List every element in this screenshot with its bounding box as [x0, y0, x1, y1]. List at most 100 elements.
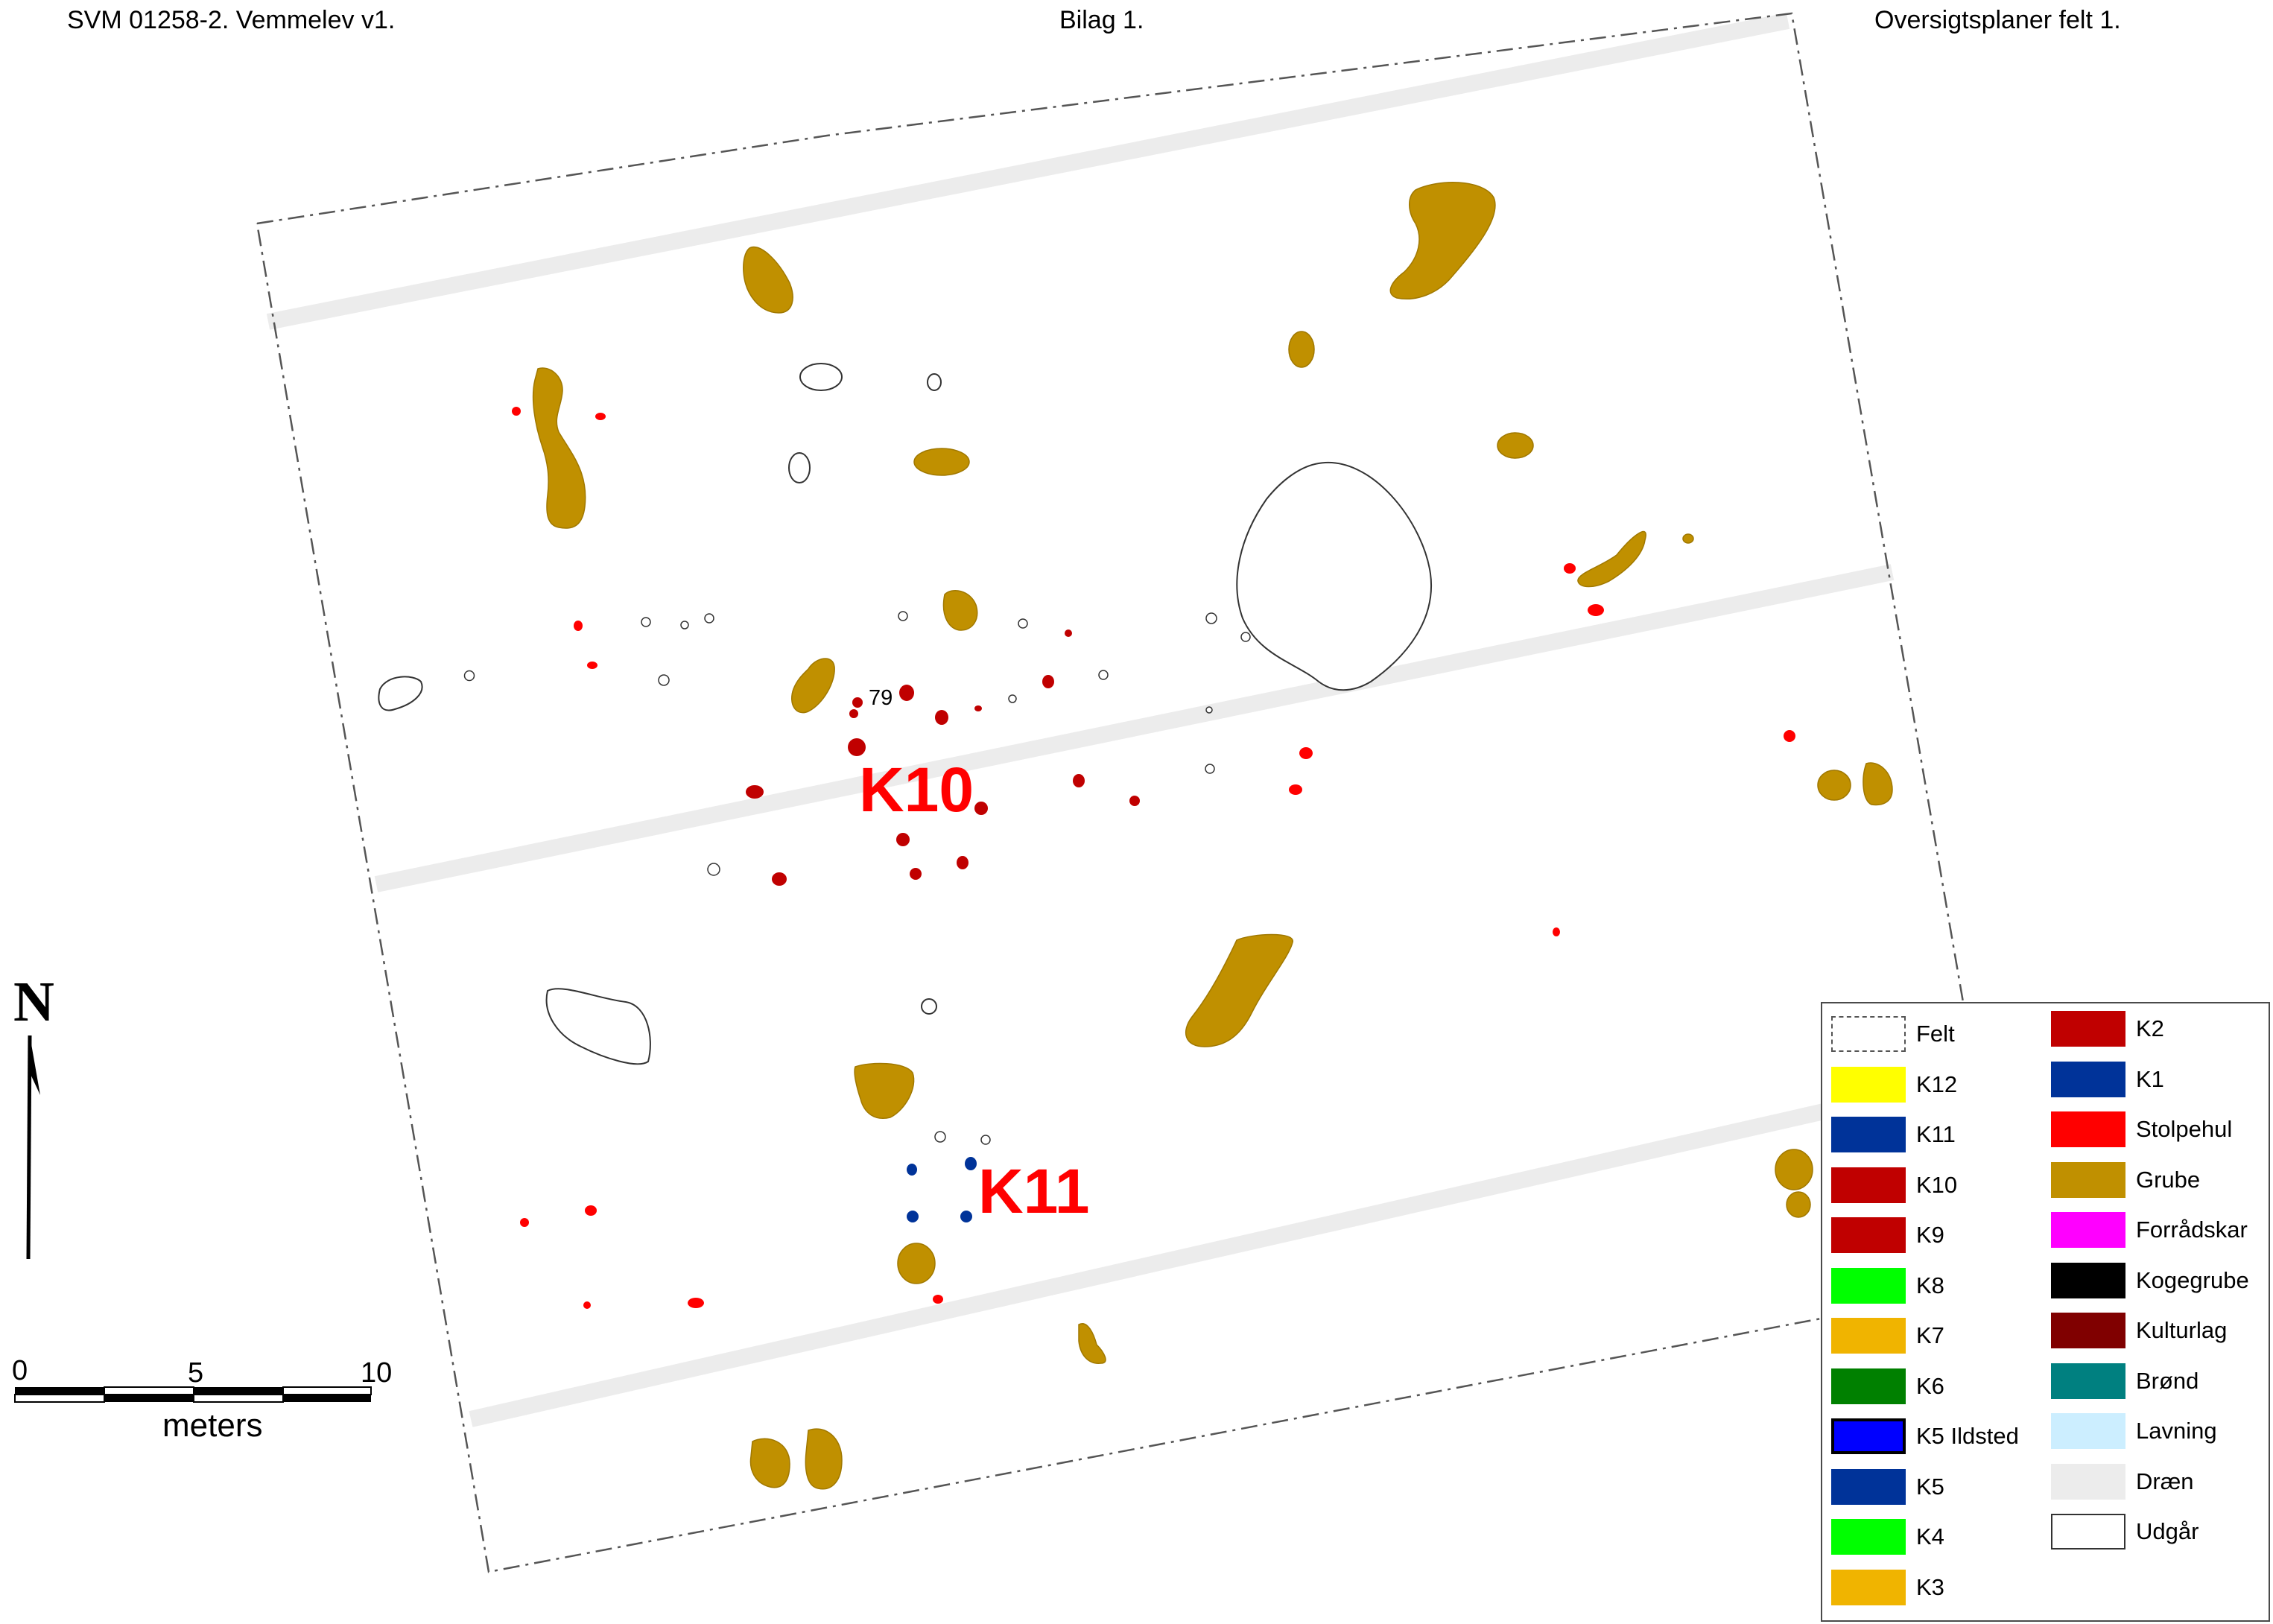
small-circle — [707, 863, 720, 876]
pit-19 — [749, 1438, 790, 1488]
stolpehul-posts — [512, 407, 1795, 1309]
pit-17 — [1775, 1149, 1813, 1190]
legend-swatch — [1831, 1468, 1906, 1505]
pit-5 — [532, 367, 586, 529]
k10-post — [899, 685, 914, 701]
legend-label: K4 — [1916, 1523, 1944, 1550]
scale-unit: meters — [162, 1407, 262, 1444]
legend-item-k11: K11 — [1831, 1115, 1956, 1154]
scale-tick-0: 0 — [12, 1355, 28, 1386]
legend-label: K11 — [1916, 1121, 1956, 1147]
legend-swatch — [1831, 1368, 1906, 1404]
k10-post — [772, 872, 787, 886]
legend-label: K12 — [1916, 1070, 1958, 1097]
k10-post — [935, 710, 948, 725]
legend-label: Stolpehul — [2136, 1116, 2233, 1142]
drain-lines — [266, 13, 1895, 1427]
legend-swatch — [1831, 1066, 1906, 1103]
post-hole — [1784, 730, 1795, 742]
small-circle — [1205, 612, 1217, 624]
legend-label: Dræn — [2136, 1468, 2194, 1494]
pit-20 — [805, 1428, 843, 1490]
pit-8 — [791, 658, 835, 714]
k11-label: K11 — [978, 1156, 1089, 1226]
legend-swatch — [2051, 1061, 2125, 1097]
small-circle — [658, 674, 670, 686]
k10-post — [974, 802, 988, 815]
legend-label: Lavning — [2136, 1418, 2217, 1444]
post-hole — [1553, 927, 1560, 936]
legend-item-k7: K7 — [1831, 1316, 1944, 1355]
legend-label: K10 — [1916, 1171, 1958, 1198]
legend-swatch — [2051, 1212, 2125, 1248]
feature-number-label: 79 — [869, 686, 893, 710]
pit-14 — [854, 1062, 915, 1119]
legend-label: K9 — [1916, 1222, 1944, 1248]
legend-swatch — [1831, 1418, 1906, 1454]
legend-swatch — [1831, 1217, 1906, 1253]
scale-bar: 0 5 10 meters — [12, 1355, 392, 1444]
north-label: N — [13, 971, 54, 1033]
legend-item-k2: K2 — [2051, 1009, 2164, 1048]
grube-pits — [532, 182, 1893, 1490]
k11-features — [907, 1157, 977, 1222]
k10-label: K10 — [859, 755, 974, 825]
legend-item-k10: K10 — [1831, 1166, 1957, 1205]
k10-post — [957, 856, 969, 869]
post-hole — [1588, 604, 1604, 616]
small-circle — [1018, 618, 1028, 629]
legend-label: Grube — [2136, 1166, 2201, 1193]
legend-item-k5: K5 — [1831, 1468, 1944, 1506]
legend-label: Forrådskar — [2136, 1217, 2248, 1243]
k10-post — [1129, 796, 1140, 806]
outline-large-pit — [1236, 461, 1433, 691]
post-hole — [587, 662, 597, 669]
legend-item-felt: Felt — [1831, 1015, 1955, 1053]
legend-item-udgår: Udgår — [2051, 1512, 2198, 1551]
k10-post — [848, 738, 866, 756]
pit-2 — [1389, 182, 1496, 299]
post-hole — [688, 1298, 704, 1308]
pit-4 — [1497, 432, 1534, 459]
legend-swatch — [2051, 1363, 2125, 1399]
legend-swatch — [2051, 1262, 2125, 1298]
post-hole — [574, 621, 583, 631]
legend-label: Brønd — [2136, 1367, 2199, 1394]
post-hole — [1289, 784, 1302, 795]
small-circle — [704, 613, 714, 624]
pit-18 — [1786, 1191, 1811, 1218]
post-hole — [933, 1295, 943, 1304]
legend-item-stolpehul: Stolpehul — [2051, 1110, 2232, 1149]
pit-16 — [1078, 1323, 1106, 1364]
small-circle — [898, 611, 908, 621]
legend-label: K1 — [2136, 1065, 2164, 1092]
legend-label: Udgår — [2136, 1518, 2199, 1544]
legend-swatch — [1831, 1167, 1906, 1203]
drain-line-2 — [374, 564, 1895, 892]
legend-item-k8: K8 — [1831, 1266, 1944, 1305]
legend-label: Felt — [1916, 1021, 1955, 1047]
drain-line-3 — [469, 1103, 1826, 1427]
outline-oval-3 — [788, 452, 811, 483]
post-hole — [595, 413, 606, 420]
legend-item-kulturlag: Kulturlag — [2051, 1311, 2227, 1350]
legend-swatch — [1831, 1519, 1906, 1555]
legend-item-lavning: Lavning — [2051, 1412, 2217, 1450]
small-circle — [934, 1131, 946, 1143]
legend-swatch — [2051, 1111, 2125, 1147]
legend-label: K8 — [1916, 1272, 1944, 1298]
k11-post — [965, 1157, 977, 1170]
pit-6 — [913, 448, 970, 476]
pit-11 — [1817, 770, 1851, 801]
small-circle — [1008, 694, 1017, 703]
post-hole — [520, 1218, 529, 1227]
pit-13 — [1185, 933, 1293, 1047]
drain-line-1 — [266, 13, 1790, 330]
small-circle — [641, 617, 651, 627]
legend-item-k4: K4 — [1831, 1517, 1944, 1556]
outline-oval-2 — [927, 373, 942, 391]
small-circle — [680, 621, 689, 629]
pit-9 — [1577, 530, 1646, 588]
small-circles — [463, 611, 1251, 1145]
